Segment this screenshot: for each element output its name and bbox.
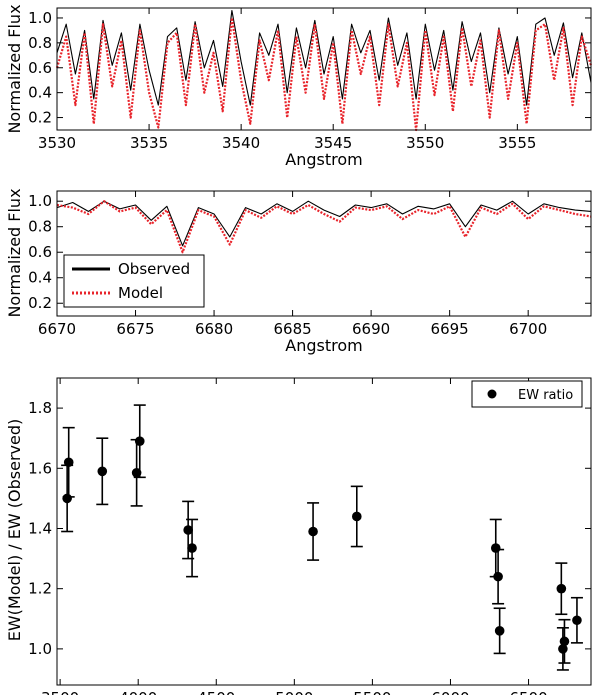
p1-ytick-label: 0.8: [28, 34, 52, 52]
p3-xtick-label: 3500: [41, 689, 79, 695]
p2-xtick-label: 6675: [116, 320, 154, 338]
data-point: [558, 644, 568, 654]
data-point: [556, 583, 567, 594]
p1-xtick-label: 3555: [498, 134, 536, 152]
p1-ytick-label: 0.2: [28, 109, 52, 127]
p1-ytick-label: 0.6: [28, 59, 52, 77]
p2-xtick-label: 6670: [38, 320, 76, 338]
p3-points-group: [61, 404, 583, 671]
p1-xtick-label: 3545: [314, 134, 352, 152]
p2-series-line-observed: [56, 200, 592, 247]
p1-ytick-label: 0.4: [28, 84, 52, 102]
p2-xtick-label: 6690: [352, 320, 390, 338]
spectrum-panel-1: 3530 3535 3540 3545 3550 35550.20.40.60.81.0 …: [5, 4, 593, 169]
data-point: [559, 636, 570, 647]
p2-ticks-group: 6670 6675 6680 6685 6690 6695 6700 0.2 0.4 0.6 0.8…: [28, 191, 591, 338]
p2-ytick-label: 1.0: [28, 192, 52, 210]
p2-series-group: [56, 200, 592, 254]
p3-ylabel: EW(Model) / EW (Observed): [5, 419, 24, 642]
p3-ytick-label: 1.0: [28, 640, 52, 658]
legend-observed-label: Observed: [118, 260, 190, 278]
p3-xtick-label: 6000: [431, 689, 469, 695]
p2-xtick-label: 6685: [273, 320, 311, 338]
data-point: [493, 571, 503, 582]
p2-xtick-label: 6680: [195, 320, 233, 338]
legend-model-label: Model: [118, 284, 163, 302]
p1-xtick-label: 3540: [222, 134, 260, 152]
p2-ytick-label: 0.8: [28, 218, 52, 236]
p3-xtick-label: 4000: [119, 689, 157, 695]
data-point: [494, 626, 505, 636]
p2-xlabel: Angstrom: [285, 336, 362, 355]
data-point: [572, 615, 582, 626]
p1-xtick-label: 3550: [406, 134, 444, 152]
p1-ylabel: Normalized Flux: [5, 4, 24, 133]
p3-xtick-label: 5000: [275, 689, 313, 695]
p3-ytick-label: 1.8: [28, 399, 52, 417]
data-point: [351, 511, 362, 522]
legend-ew-ratio-marker: [487, 389, 497, 399]
p1-series-group: [55, 9, 593, 132]
p1-xtick-label: 3530: [38, 134, 76, 152]
p1-xtick-label: 3535: [130, 134, 168, 152]
p3-ytick-label: 1.6: [28, 459, 52, 477]
p2-ytick-label: 0.2: [28, 294, 52, 312]
legend-ew-ratio-label: EW ratio: [518, 388, 573, 403]
p2-plot-frame: [56, 190, 592, 317]
p3-ytick-label: 1.2: [28, 580, 52, 598]
p1-series-line-observed: [56, 9, 592, 106]
p3-xtick-label: 4500: [197, 689, 235, 695]
data-point: [62, 493, 72, 504]
p1-ticks-group: 3530 3535 3540 3545 3550 3555 0.2 0.4 0.6 0.8 1.0: [28, 8, 591, 152]
p2-ylabel: Normalized Flux: [5, 188, 24, 317]
p3-ticks-group: 3500 4000 4500 5000 5500 6000 6500 1.0 1.2 1.4 1.6…: [28, 378, 591, 695]
p2-legend: Observed Model: [63, 254, 205, 308]
p3-ytick-label: 1.4: [28, 519, 52, 537]
p1-ytick-label: 1.0: [28, 9, 52, 27]
data-point: [187, 543, 197, 553]
p3-plot-frame: [56, 377, 592, 686]
p1-xlabel: Angstrom: [285, 150, 362, 169]
p3-legend: EW ratio: [471, 380, 583, 408]
data-point: [134, 436, 145, 447]
data-point: [308, 526, 318, 537]
p1-plot-frame: [56, 7, 592, 131]
p2-ytick-label: 0.6: [28, 243, 52, 261]
data-point: [183, 525, 193, 535]
p1-series-line-model: [55, 16, 593, 132]
p3-xtick-label: 6500: [509, 689, 547, 695]
p2-xtick-label: 6700: [509, 320, 547, 338]
p2-xtick-label: 6695: [431, 320, 469, 338]
data-point: [490, 543, 501, 553]
p3-xtick-label: 5500: [353, 689, 391, 695]
p2-legend-box: [63, 254, 205, 308]
p2-ytick-label: 0.4: [28, 269, 52, 287]
p2-series-line-model: [56, 200, 592, 254]
data-point: [97, 466, 108, 477]
ew-ratio-panel: 3500 4000 4500 5000 5500 6000 6500 1.0 1.2 1.4 1.6…: [5, 377, 592, 695]
spectrum-panel-2: 6670 6675 6680 6685 6690 6695 6700 0.2 0.4 0.6 0.8…: [5, 188, 592, 355]
